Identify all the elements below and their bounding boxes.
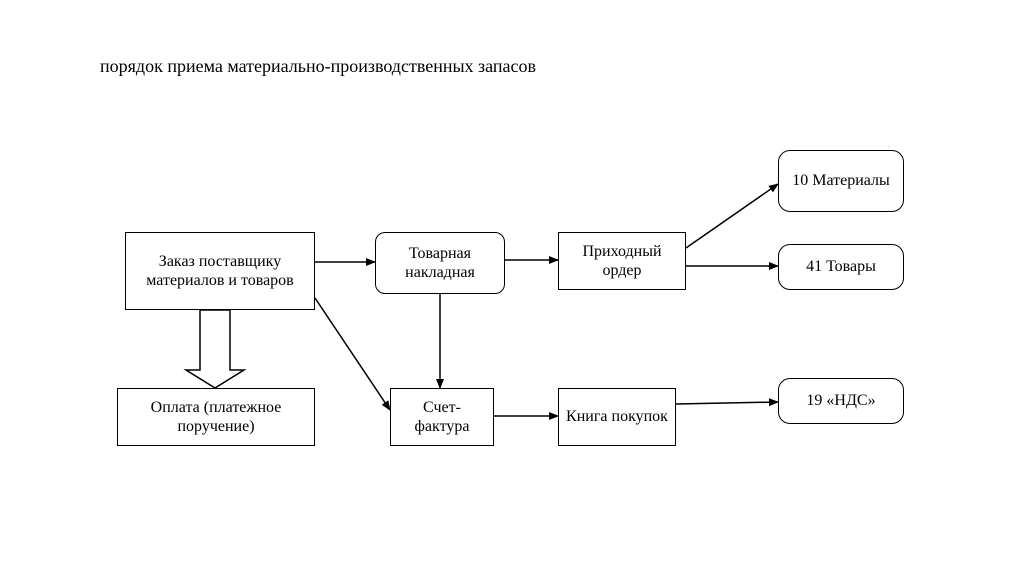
block-arrow-order-payment <box>186 310 244 388</box>
node-nds19: 19 «НДС» <box>778 378 904 424</box>
node-payment: Оплата (платежное поручение) <box>117 388 315 446</box>
edge-purchbook-nds19 <box>676 402 778 404</box>
node-order: Заказ поставщику материалов и товаров <box>125 232 315 310</box>
node-purchbook: Книга покупок <box>558 388 676 446</box>
node-goods41: 41 Товары <box>778 244 904 290</box>
node-receipt: Приходный ордер <box>558 232 686 290</box>
edge-receipt-mat10 <box>686 184 778 248</box>
edge-order-invoice <box>315 298 390 410</box>
page-title: порядок приема материально-производствен… <box>100 56 536 77</box>
node-invoice: Счет-фактура <box>390 388 494 446</box>
node-naklad: Товарная накладная <box>375 232 505 294</box>
node-mat10: 10 Материалы <box>778 150 904 212</box>
